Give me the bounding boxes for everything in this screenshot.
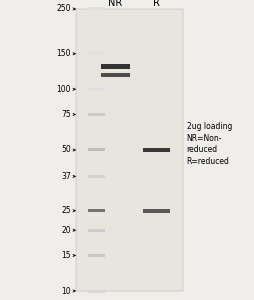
Bar [88, 148, 105, 152]
Text: 50: 50 [61, 146, 71, 154]
Bar [101, 73, 130, 76]
Bar [88, 290, 105, 292]
Bar [88, 209, 105, 212]
Bar [88, 113, 105, 116]
Bar [88, 175, 105, 178]
Bar [88, 254, 105, 257]
Text: 250: 250 [57, 4, 71, 14]
Text: 37: 37 [61, 172, 71, 181]
Text: 2ug loading
NR=Non-
reduced
R=reduced: 2ug loading NR=Non- reduced R=reduced [187, 122, 232, 166]
Text: 100: 100 [57, 85, 71, 94]
Text: 75: 75 [61, 110, 71, 119]
Bar [88, 88, 105, 91]
Bar [88, 8, 105, 10]
Text: 150: 150 [57, 49, 71, 58]
Bar [76, 9, 183, 291]
Text: 10: 10 [61, 286, 71, 296]
Text: R: R [153, 0, 160, 8]
Text: 25: 25 [61, 206, 71, 215]
Bar [88, 52, 105, 55]
Bar [143, 209, 170, 212]
Bar [101, 64, 130, 69]
Text: NR: NR [108, 0, 123, 8]
Bar [143, 148, 170, 152]
Bar [88, 229, 105, 232]
Text: 20: 20 [61, 226, 71, 235]
Text: 15: 15 [61, 251, 71, 260]
